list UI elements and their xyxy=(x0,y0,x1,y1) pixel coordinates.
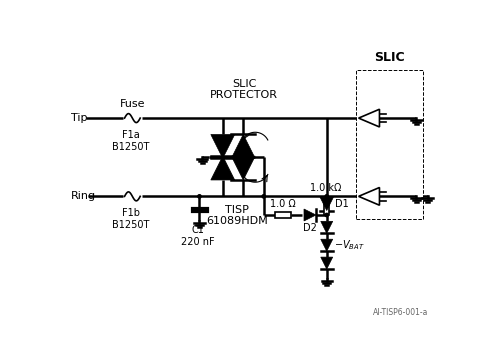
Circle shape xyxy=(262,195,266,198)
Text: D2: D2 xyxy=(303,223,317,233)
Bar xyxy=(356,70,423,219)
Text: Fuse: Fuse xyxy=(120,99,145,109)
Text: F1b
B1250T: F1b B1250T xyxy=(112,208,149,230)
Polygon shape xyxy=(321,239,333,251)
Text: TISP
61089HDM: TISP 61089HDM xyxy=(206,205,268,226)
Polygon shape xyxy=(358,109,380,127)
Text: AI-TISP6-001-a: AI-TISP6-001-a xyxy=(373,309,429,318)
Circle shape xyxy=(198,195,201,198)
Polygon shape xyxy=(211,135,235,158)
Text: Tip: Tip xyxy=(71,113,87,123)
Polygon shape xyxy=(304,209,316,221)
Polygon shape xyxy=(231,156,255,180)
Polygon shape xyxy=(211,156,235,180)
Text: D1: D1 xyxy=(335,199,349,209)
Polygon shape xyxy=(358,187,380,205)
Polygon shape xyxy=(321,221,333,233)
Bar xyxy=(325,201,329,215)
Circle shape xyxy=(325,195,328,198)
Polygon shape xyxy=(231,135,255,158)
Polygon shape xyxy=(321,257,333,269)
Circle shape xyxy=(325,213,328,217)
Text: SLIC
PROTECTOR: SLIC PROTECTOR xyxy=(210,79,278,100)
Polygon shape xyxy=(320,197,333,211)
Text: SLIC: SLIC xyxy=(374,51,405,64)
Text: 1.0 Ω: 1.0 Ω xyxy=(270,199,296,209)
Text: 1.0 kΩ: 1.0 kΩ xyxy=(310,183,342,193)
Text: Ring: Ring xyxy=(71,191,96,201)
Text: $-V_{BAT}$: $-V_{BAT}$ xyxy=(334,238,365,252)
Text: F1a
B1250T: F1a B1250T xyxy=(112,130,149,152)
Bar xyxy=(275,212,291,217)
Text: C1
220 nF: C1 220 nF xyxy=(181,225,215,247)
